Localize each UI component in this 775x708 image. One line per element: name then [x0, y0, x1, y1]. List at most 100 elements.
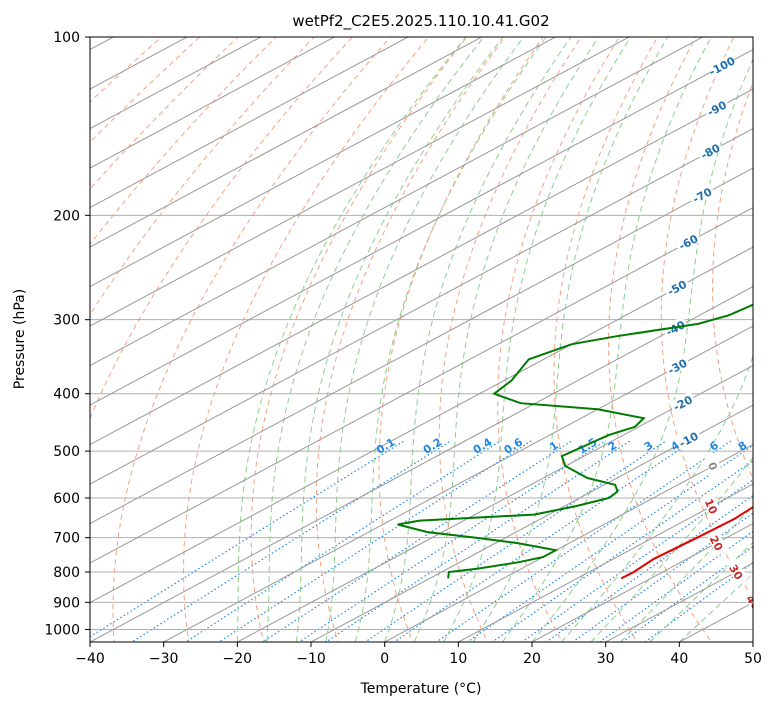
moist-adiabat-line: [443, 37, 632, 642]
isotherm-label-background: [708, 54, 735, 77]
dry-adiabat-label-background: [701, 492, 723, 520]
dry-adiabat-line: [497, 37, 620, 642]
moist-adiabat-line: [561, 354, 753, 642]
isotherm-line: [90, 37, 410, 209]
x-tick-label: −10: [296, 651, 326, 667]
y-tick-label: 600: [53, 491, 80, 507]
mixing-ratio-line: [261, 440, 573, 642]
isotherm-label-background: [702, 96, 730, 119]
moist-adiabat-line: [649, 541, 753, 642]
mixing-ratio-line: [364, 440, 667, 642]
mixing-ratio-label: 1.5: [576, 435, 599, 457]
mixing-ratio-line: [393, 440, 694, 642]
x-tick-label: −30: [149, 651, 179, 667]
isotherm-line: [90, 37, 483, 248]
isotherm-line: [310, 404, 753, 642]
isotherm-line: [90, 167, 753, 525]
dry-adiabat-line: [608, 37, 713, 642]
moist-adiabat-line: [325, 37, 525, 642]
isotherm-label-background: [663, 275, 690, 298]
isotherm-label-background: [668, 391, 696, 414]
mixing-ratio-lines: [90, 440, 753, 642]
mixing-ratio-label: 0.6: [502, 435, 526, 457]
x-tick-label: 10: [449, 651, 467, 667]
y-axis-label: Pressure (hPa): [12, 289, 28, 389]
dry-adiabat-line: [762, 26, 775, 654]
moist-adiabat-line: [590, 456, 753, 642]
isotherm-line: [90, 37, 189, 90]
dry-adiabat-lines: [90, 26, 775, 654]
mixing-ratio-line: [184, 440, 502, 642]
isotherm-line: [236, 364, 753, 642]
mixing-ratio-label: 10: [755, 436, 775, 456]
isotherm-line: [162, 325, 753, 642]
isotherm-label-background: [663, 354, 691, 377]
moist-adiabat-line: [236, 37, 467, 642]
dry-adiabat-line: [660, 37, 753, 599]
mixing-ratio-line: [435, 440, 732, 642]
mixing-ratio-line: [90, 440, 405, 638]
moist-adiabat-line: [678, 573, 753, 642]
mixing-ratio-line: [621, 545, 753, 642]
x-tick-label: 30: [597, 651, 615, 667]
x-tick-label: −20: [223, 651, 253, 667]
moist-adiabat-line: [531, 58, 753, 642]
dry-adiabat-line: [315, 37, 506, 642]
x-axis-label: Temperature (°C): [360, 681, 482, 697]
x-tick-label: 0: [380, 651, 389, 667]
mixing-ratio-line: [130, 440, 452, 642]
chart-title: wetPf2_C2E5.2025.110.10.41.G02: [292, 12, 549, 31]
mixing-ratio-line: [466, 444, 753, 642]
dry-adiabat-line: [553, 37, 659, 642]
isotherm-line: [90, 37, 557, 288]
isotherm-line: [90, 246, 753, 604]
isotherm-label-background: [696, 139, 724, 162]
mixing-ratio-line: [598, 530, 753, 642]
isotherm-label-background: [674, 427, 702, 450]
dry-adiabat-label-background: [742, 588, 753, 616]
x-tick-label: 50: [744, 651, 762, 667]
y-tick-label: 200: [53, 208, 80, 224]
dry-adiabat-label-background: [706, 529, 729, 557]
isotherm-line: [90, 285, 753, 642]
isotherm-line: [90, 206, 753, 564]
dry-adiabat-line: [112, 37, 392, 642]
mixing-ratio-label: 0.1: [374, 435, 397, 456]
isotherm-line: [531, 522, 753, 642]
mixing-ratio-line: [545, 494, 753, 642]
x-tick-label: 40: [670, 651, 688, 667]
dry-adiabat-label-background: [703, 452, 724, 480]
moist-adiabat-line: [502, 37, 712, 642]
isotherm-line: [90, 37, 336, 169]
mixing-ratio-line: [491, 460, 753, 642]
x-tick-label: −40: [75, 651, 105, 667]
y-axis-ticks: 100 200 300 400 500 600 700 800 900 1000: [44, 30, 90, 638]
moist-adiabat-line: [472, 37, 669, 642]
mixing-ratio-label: 0.4: [471, 435, 495, 457]
pressure-gridlines: [90, 37, 753, 630]
y-tick-label: 400: [53, 387, 80, 403]
isotherm-line: [90, 37, 631, 327]
isotherm-line: [90, 48, 753, 406]
isotherm-line: [678, 601, 753, 642]
isotherm-line: [90, 37, 262, 130]
temperature-series-line: [620, 505, 753, 580]
isotherm-label-background: [688, 183, 716, 206]
mixing-ratio-line: [217, 440, 533, 642]
y-tick-label: 700: [53, 531, 80, 547]
moist-adiabat-line: [266, 37, 485, 642]
isotherm-line: [90, 88, 753, 446]
x-axis-ticks: −40 −30 −20 −10 0 10 20 30 40 50: [75, 642, 762, 667]
isotherm-line: [383, 443, 753, 642]
isotherm-line: [0, 24, 64, 654]
y-tick-label: 100: [53, 30, 80, 46]
dry-adiabat-line: [250, 37, 468, 642]
isotherm-label-background: [674, 230, 702, 253]
mixing-ratio-line: [521, 479, 753, 642]
dry-adiabat-label-background: [725, 558, 749, 585]
dry-adiabat-line: [438, 37, 582, 642]
mixing-ratio-line: [324, 440, 631, 642]
dewpoint-series-line: [397, 303, 753, 579]
y-tick-label: 1000: [44, 622, 80, 638]
